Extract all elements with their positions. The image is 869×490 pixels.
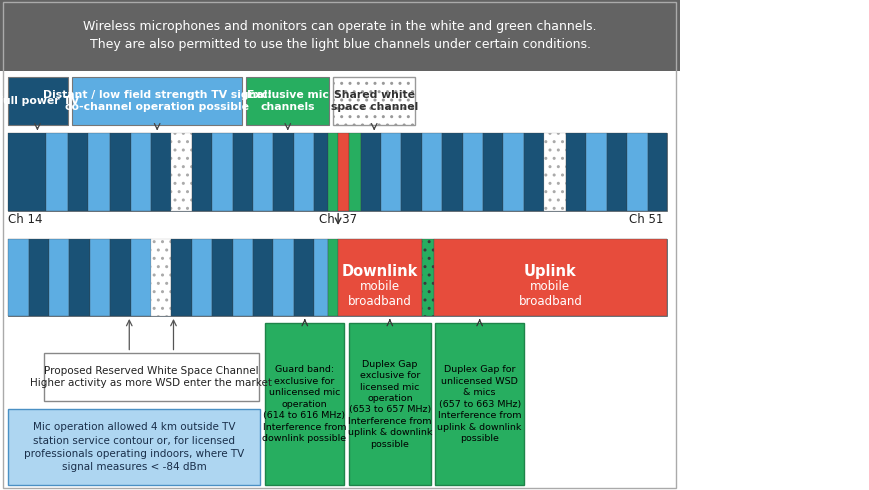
Bar xyxy=(586,133,607,211)
Bar xyxy=(273,239,294,316)
Bar xyxy=(348,133,360,211)
Bar xyxy=(192,239,212,316)
Bar xyxy=(338,239,421,316)
Bar xyxy=(314,239,328,316)
Bar xyxy=(607,133,627,211)
Bar xyxy=(338,133,348,211)
Bar xyxy=(253,133,273,211)
Bar xyxy=(232,239,253,316)
Bar xyxy=(8,77,68,125)
Bar xyxy=(0,0,680,71)
Bar xyxy=(314,133,328,211)
Bar xyxy=(246,77,328,125)
Bar xyxy=(544,133,566,211)
Bar xyxy=(273,133,294,211)
Bar xyxy=(381,133,401,211)
Bar xyxy=(566,133,586,211)
Text: Proposed Reserved White Space Channel
Higher activity as more WSD enter the mark: Proposed Reserved White Space Channel Hi… xyxy=(30,366,272,388)
Text: White Space Devices
(WSD) are presently
few and far between: White Space Devices (WSD) are presently … xyxy=(699,174,819,211)
Text: Duplex Gap for
unlicensed WSD
& mics
(657 to 663 MHz)
Interference from
uplink &: Duplex Gap for unlicensed WSD & mics (65… xyxy=(437,366,521,443)
Bar xyxy=(647,133,666,211)
Bar xyxy=(44,352,258,401)
Bar xyxy=(130,239,151,316)
Text: mobile
broadband: mobile broadband xyxy=(348,280,411,308)
Bar xyxy=(49,239,70,316)
Bar xyxy=(265,323,343,485)
Text: Ch 37: Ch 37 xyxy=(319,213,357,226)
Bar xyxy=(46,133,68,211)
Bar xyxy=(68,133,89,211)
Text: mobile
broadband: mobile broadband xyxy=(518,280,581,308)
Text: Guard band:
exclusive for
unlicensed mic
operation
(614 to 616 MHz)
Interference: Guard band: exclusive for unlicensed mic… xyxy=(262,366,346,443)
Bar xyxy=(462,133,482,211)
Bar xyxy=(294,133,314,211)
Bar xyxy=(434,239,666,316)
Bar xyxy=(503,133,523,211)
Bar xyxy=(151,133,171,211)
Bar xyxy=(333,77,415,125)
Text: Shared white
space channel: Shared white space channel xyxy=(330,90,417,112)
Bar xyxy=(151,239,171,316)
Text: © 2017: © 2017 xyxy=(686,474,729,484)
Bar xyxy=(29,239,49,316)
Bar xyxy=(253,239,273,316)
Text: Example (simplified):
UHF (470 – 698 MHz)
band plan for a U.S.
city (no specific: Example (simplified): UHF (470 – 698 MHz… xyxy=(691,15,812,66)
Bar xyxy=(8,133,666,211)
Text: Ch 14: Ch 14 xyxy=(8,213,43,226)
Text: Ch 51: Ch 51 xyxy=(628,213,662,226)
Text: Duplex Gap
exclusive for
licensed mic
operation
(653 to 657 MHz)
Interference fr: Duplex Gap exclusive for licensed mic op… xyxy=(348,360,432,449)
Bar xyxy=(421,239,434,316)
Bar xyxy=(294,239,314,316)
Bar xyxy=(401,133,421,211)
Bar xyxy=(171,133,192,211)
Bar xyxy=(8,409,260,485)
Bar xyxy=(627,133,647,211)
Bar xyxy=(8,239,666,316)
Text: Distant / low field strength TV signal:
co-channel operation possible: Distant / low field strength TV signal: … xyxy=(43,90,271,112)
Bar xyxy=(328,133,338,211)
Text: Mic operation allowed 4 km outside TV
station service contour or, for licensed
p: Mic operation allowed 4 km outside TV st… xyxy=(23,422,244,472)
Bar xyxy=(328,239,338,316)
Bar xyxy=(441,133,462,211)
Bar xyxy=(434,323,523,485)
Text: Downlink: Downlink xyxy=(342,264,418,279)
Bar xyxy=(212,239,232,316)
Text: with 600 MHz band
repurposed for mobile
broadband.: with 600 MHz band repurposed for mobile … xyxy=(699,350,826,388)
Bar xyxy=(232,133,253,211)
Bar xyxy=(192,133,212,211)
Bar xyxy=(72,77,242,125)
Bar xyxy=(8,133,46,211)
Bar xyxy=(348,323,430,485)
Text: Current TV Band: Current TV Band xyxy=(686,140,801,153)
Bar xyxy=(421,133,441,211)
Bar xyxy=(523,133,544,211)
Bar xyxy=(89,133,110,211)
Bar xyxy=(482,133,503,211)
Text: 860-848-3132: 860-848-3132 xyxy=(686,448,789,462)
Text: Full power TV: Full power TV xyxy=(0,96,80,106)
Text: Wireless microphones and monitors can operate in the white and green channels.
T: Wireless microphones and monitors can op… xyxy=(83,20,596,51)
Bar xyxy=(70,239,90,316)
Text: After UHF band
repacking circa 2021: After UHF band repacking circa 2021 xyxy=(699,296,818,320)
Bar xyxy=(130,133,151,211)
Bar xyxy=(212,133,232,211)
Bar xyxy=(110,239,130,316)
Bar xyxy=(8,239,29,316)
Text: Future: Future xyxy=(686,267,732,280)
Bar xyxy=(171,239,192,316)
Bar xyxy=(360,133,381,211)
Text: Contact: Joe Ciaudelli: Contact: Joe Ciaudelli xyxy=(686,424,812,437)
Text: Uplink: Uplink xyxy=(523,264,576,279)
Text: Exclusive mic
channels: Exclusive mic channels xyxy=(247,90,328,112)
Bar xyxy=(90,239,110,316)
Bar xyxy=(110,133,130,211)
